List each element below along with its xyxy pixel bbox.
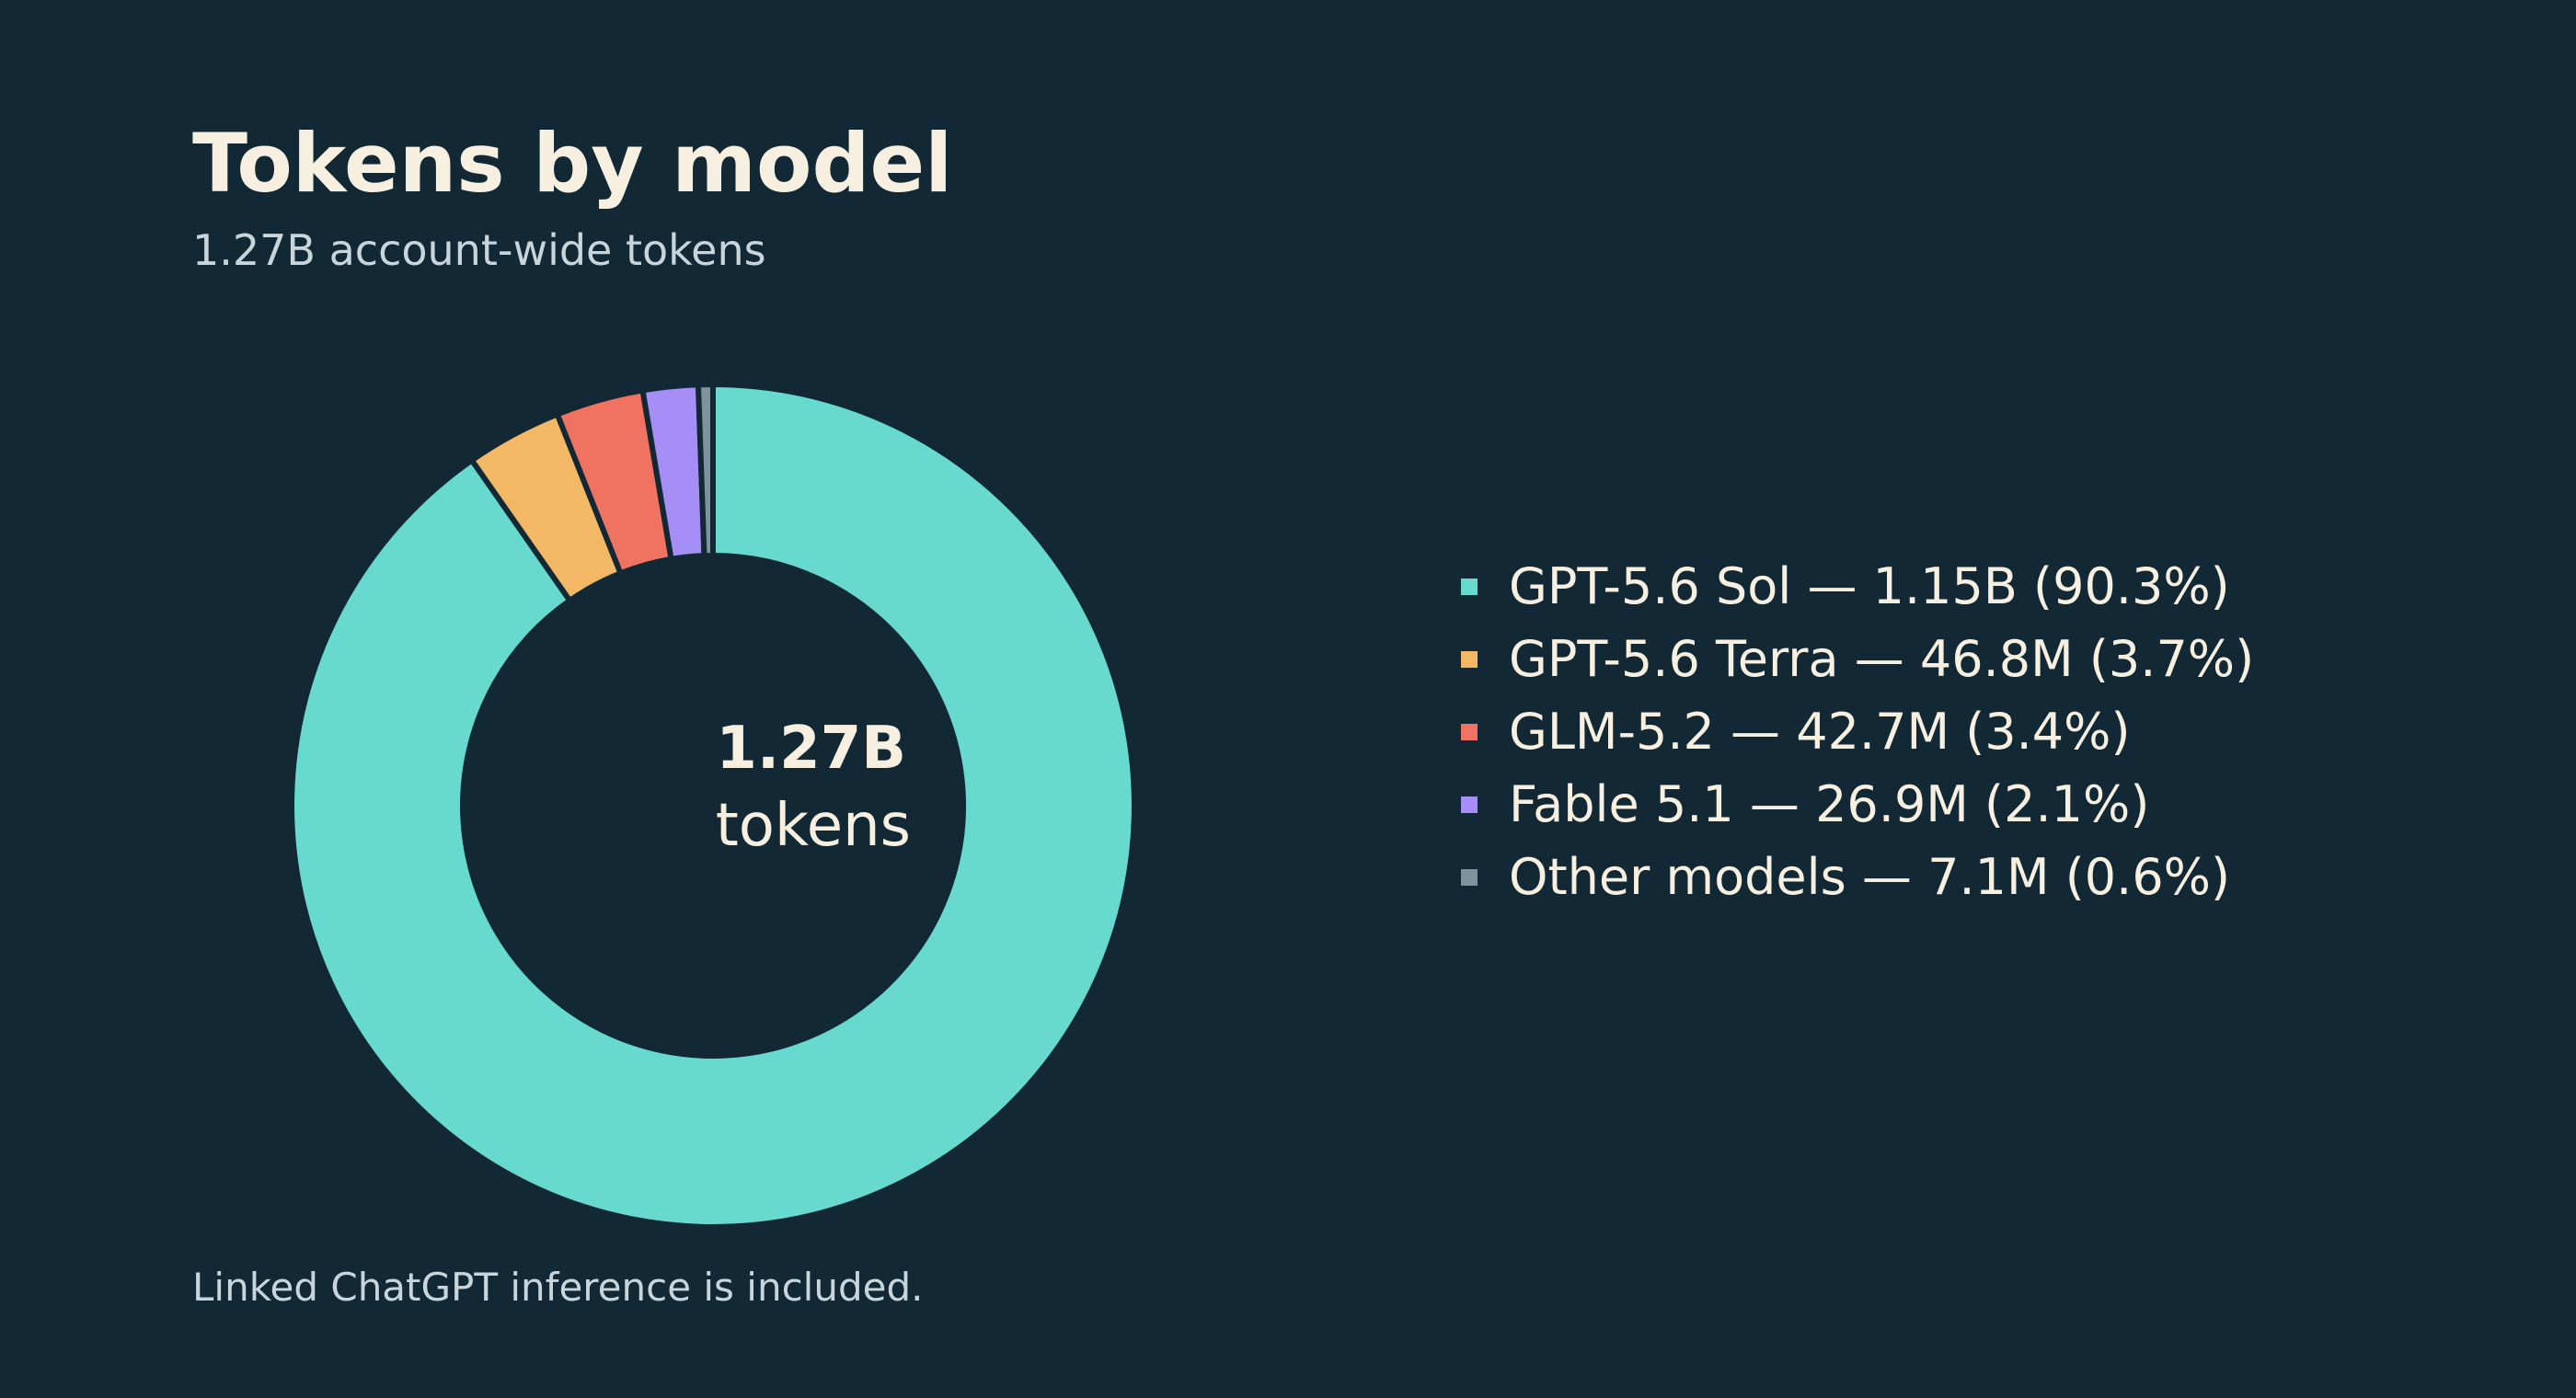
legend-item-glm-5-2: GLM-5.2 — 42.7M (3.4%)	[1461, 695, 2254, 768]
donut-slice-other-models	[695, 381, 716, 559]
legend-label-glm-5-2: GLM-5.2 — 42.7M (3.4%)	[1509, 702, 2131, 761]
chart-title: Tokens by model	[192, 116, 953, 211]
chart-subtitle: 1.27B account-wide tokens	[192, 225, 766, 275]
legend-swatch-other-models	[1461, 868, 1478, 886]
donut-center-total: 1.27B	[716, 715, 906, 783]
legend-swatch-gpt-5-6-sol	[1461, 578, 1478, 595]
donut-slice-gpt-5-6-sol	[289, 381, 1137, 1230]
legend-label-gpt-5-6-sol: GPT-5.6 Sol — 1.15B (90.3%)	[1509, 556, 2230, 615]
legend-item-other-models: Other models — 7.1M (0.6%)	[1461, 841, 2254, 913]
legend-item-gpt-5-6-sol: GPT-5.6 Sol — 1.15B (90.3%)	[1461, 550, 2254, 623]
legend-item-fable-5-1: Fable 5.1 — 26.9M (2.1%)	[1461, 768, 2254, 841]
donut-segments	[289, 381, 1137, 1230]
legend-label-gpt-5-6-terra: GPT-5.6 Terra — 46.8M (3.7%)	[1509, 629, 2255, 688]
legend-swatch-fable-5-1	[1461, 796, 1478, 813]
legend-swatch-gpt-5-6-terra	[1461, 650, 1478, 668]
chart-legend: GPT-5.6 Sol — 1.15B (90.3%) GPT-5.6 Terr…	[1461, 550, 2254, 913]
legend-item-gpt-5-6-terra: GPT-5.6 Terra — 46.8M (3.7%)	[1461, 623, 2254, 695]
legend-swatch-glm-5-2	[1461, 723, 1478, 740]
legend-label-fable-5-1: Fable 5.1 — 26.9M (2.1%)	[1509, 774, 2150, 833]
legend-label-other-models: Other models — 7.1M (0.6%)	[1509, 847, 2231, 906]
donut-center-unit: tokens	[716, 792, 911, 860]
chart-footnote: Linked ChatGPT inference is included.	[192, 1265, 924, 1310]
